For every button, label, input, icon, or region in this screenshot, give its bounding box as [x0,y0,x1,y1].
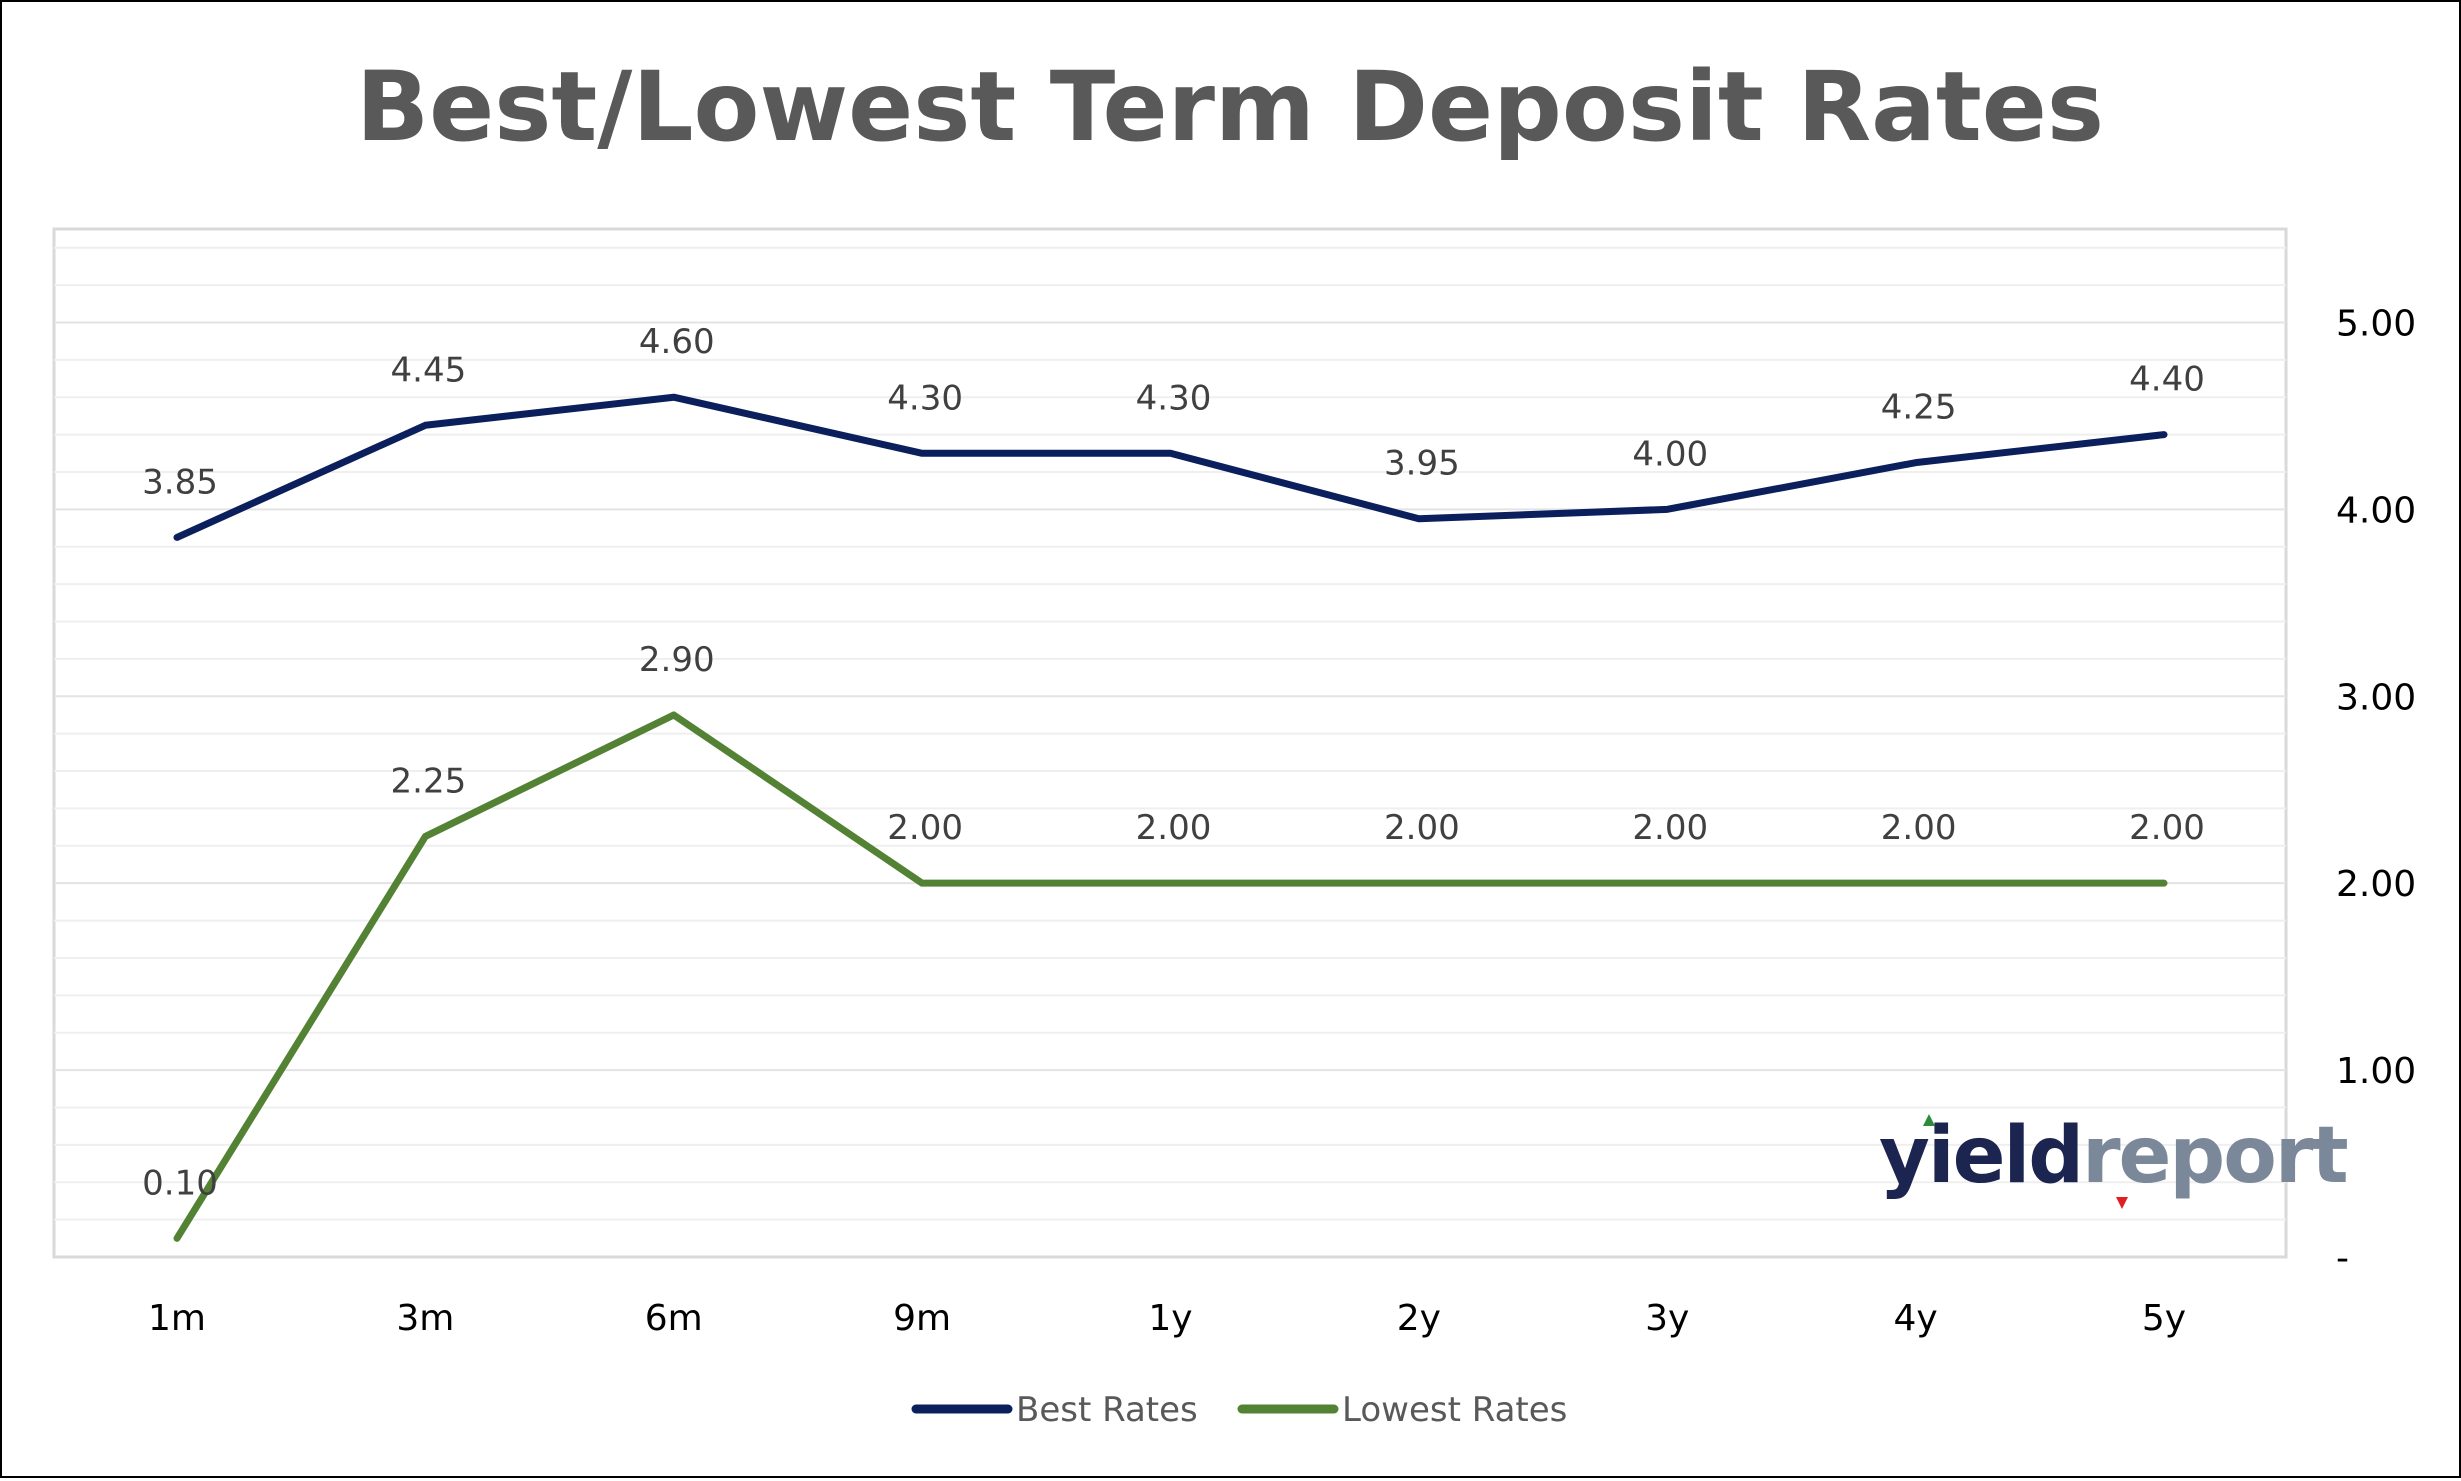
y-tick-label: 3.00 [2336,677,2416,718]
plot-area [52,227,2288,1259]
data-label: 4.00 [1632,434,1708,474]
data-label: 0.10 [142,1163,218,1203]
y-tick-label: 2.00 [2336,864,2416,905]
data-label: 4.60 [639,322,715,362]
svg-text:yieldreport: yieldreport [1879,1111,2347,1201]
logo-report: report [2082,1111,2347,1201]
y-tick-label: 5.00 [2336,303,2416,344]
logo-yield: yield [1879,1111,2082,1201]
data-label: 2.00 [1384,808,1460,848]
data-label: 2.00 [2129,808,2205,848]
down-arrow-icon [2116,1197,2128,1209]
legend-label-lowest: Lowest Rates [1342,1390,1567,1430]
x-tick-label: 9m [893,1298,951,1339]
y-axis: - 1.00 2.00 3.00 4.00 5.00 [2336,303,2416,1279]
y-tick-label: 1.00 [2336,1051,2416,1092]
data-label: 2.25 [391,761,467,801]
data-label: 2.00 [887,808,963,848]
data-label: 4.40 [2129,360,2205,400]
x-tick-label: 4y [1894,1298,1938,1339]
x-tick-label: 1y [1148,1298,1192,1339]
x-axis: 1m 3m 6m 9m 1y 2y 3y 4y 5y [148,1298,2186,1339]
yieldreport-logo: yieldreport [1879,1111,2349,1209]
series-line-lowest-rates [173,711,2168,1242]
x-tick-label: 2y [1397,1298,1441,1339]
x-tick-label: 3m [396,1298,454,1339]
x-tick-label: 5y [2142,1298,2186,1339]
up-arrow-icon [1923,1114,1935,1126]
data-label: 2.90 [639,640,715,680]
series-lines [173,393,2168,1242]
legend: Best Rates Lowest Rates [911,1390,1567,1430]
data-label: 3.85 [142,462,218,502]
data-labels: 3.85 4.45 4.60 4.30 4.30 3.95 4.00 4.25 4.40 0.10… [142,322,2205,1203]
data-label: 2.00 [1136,808,1212,848]
data-label: 3.95 [1384,444,1460,484]
y-tick-label: 4.00 [2336,490,2416,531]
data-label: 2.00 [1881,808,1957,848]
data-label: 4.30 [1136,378,1212,418]
y-tick-label: - [2336,1238,2349,1279]
x-tick-label: 3y [1645,1298,1689,1339]
x-tick-label: 6m [645,1298,703,1339]
data-label: 4.30 [887,378,963,418]
legend-label-best: Best Rates [1016,1390,1198,1430]
data-label: 4.45 [391,350,467,390]
data-label: 4.25 [1881,388,1957,428]
data-label: 2.00 [1632,808,1708,848]
series-line-best-rates [173,393,2168,541]
chart-title: Best/Lowest Term Deposit Rates [356,51,2104,163]
x-tick-label: 1m [148,1298,206,1339]
